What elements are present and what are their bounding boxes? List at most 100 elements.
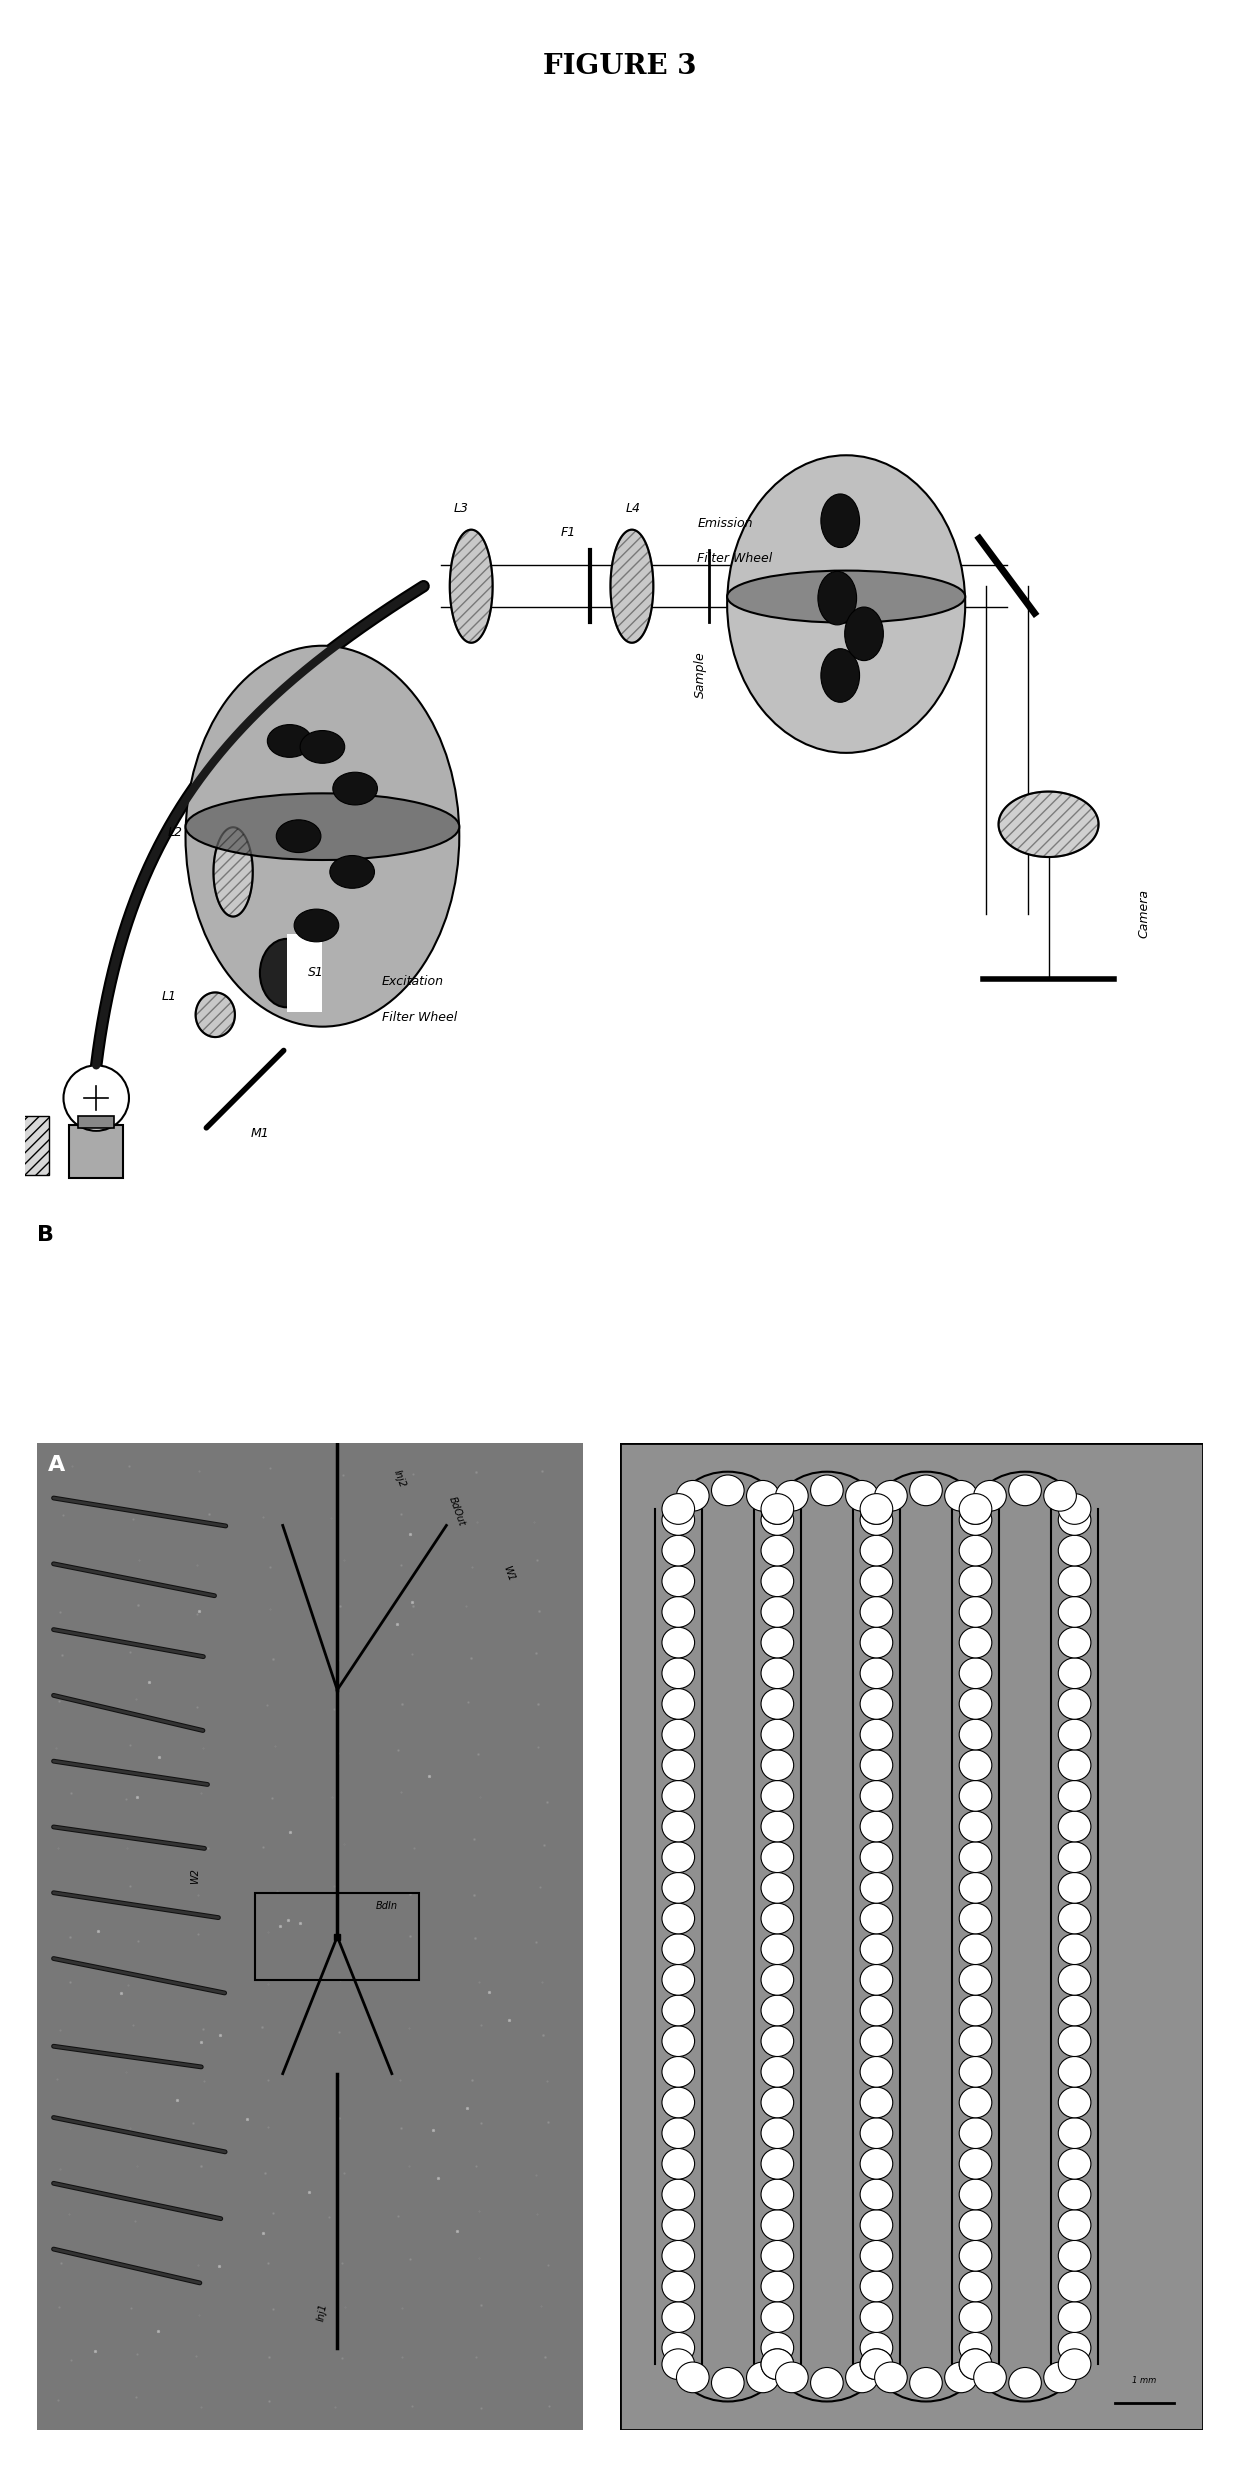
Circle shape [662,1934,694,1964]
Circle shape [960,2210,992,2240]
Circle shape [811,1475,843,1505]
Circle shape [662,2272,694,2302]
Circle shape [861,1567,893,1596]
Polygon shape [213,826,253,918]
Text: BdOut: BdOut [446,1495,466,1527]
Circle shape [910,2368,942,2398]
Circle shape [662,2349,694,2381]
Circle shape [960,1749,992,1781]
Circle shape [960,2349,992,2381]
Circle shape [960,1719,992,1749]
Circle shape [846,1480,878,1512]
Circle shape [910,1475,942,1505]
Ellipse shape [186,794,459,861]
Text: Excitation: Excitation [382,974,444,987]
Circle shape [761,1964,794,1996]
Bar [286,935,322,1011]
Circle shape [861,2331,893,2363]
Circle shape [861,2240,893,2272]
Circle shape [662,1567,694,1596]
Circle shape [761,1628,794,1658]
Circle shape [677,1480,709,1512]
Circle shape [960,1628,992,1658]
Circle shape [861,1596,893,1628]
Circle shape [1058,1996,1091,2025]
Bar [78,1115,114,1127]
Circle shape [846,2361,878,2393]
Circle shape [761,2117,794,2149]
Circle shape [662,1596,694,1628]
Text: Inj1: Inj1 [315,2302,329,2321]
Circle shape [761,1902,794,1934]
Circle shape [960,2240,992,2272]
Circle shape [1058,1493,1091,1525]
Circle shape [761,1872,794,1902]
Circle shape [662,2210,694,2240]
Circle shape [1044,2361,1076,2393]
Text: Sample: Sample [694,651,707,698]
Circle shape [662,2057,694,2087]
Ellipse shape [277,819,321,854]
Circle shape [960,2087,992,2117]
Circle shape [1058,2025,1091,2057]
Circle shape [746,2361,779,2393]
Circle shape [960,1902,992,1934]
Bar [69,1125,123,1179]
Circle shape [1058,1596,1091,1628]
Circle shape [960,2349,992,2381]
Circle shape [861,2178,893,2210]
Circle shape [960,1781,992,1811]
Circle shape [960,1872,992,1902]
Circle shape [761,1687,794,1719]
Circle shape [761,1781,794,1811]
Circle shape [973,2361,1007,2393]
Polygon shape [610,530,653,644]
Circle shape [662,1719,694,1749]
Text: Filter Wheel: Filter Wheel [382,1011,458,1024]
Circle shape [861,1658,893,1687]
Circle shape [960,1811,992,1843]
Ellipse shape [727,456,965,752]
Text: F1: F1 [560,525,575,538]
Circle shape [1058,2240,1091,2272]
Circle shape [761,1658,794,1687]
Text: M1: M1 [250,1127,270,1140]
Ellipse shape [268,725,312,757]
Circle shape [861,2349,893,2381]
Circle shape [960,1964,992,1996]
Ellipse shape [332,772,377,804]
Circle shape [1058,2057,1091,2087]
Circle shape [960,2272,992,2302]
Circle shape [861,1781,893,1811]
Circle shape [712,2368,744,2398]
Circle shape [960,1996,992,2025]
Circle shape [1058,2272,1091,2302]
Circle shape [761,1934,794,1964]
Circle shape [662,1749,694,1781]
Circle shape [960,2302,992,2331]
Circle shape [1058,2349,1091,2381]
Text: Camera: Camera [1138,888,1151,937]
Circle shape [761,1493,794,1525]
Circle shape [1058,1749,1091,1781]
Circle shape [1058,2331,1091,2363]
Circle shape [662,2149,694,2178]
Circle shape [960,1493,992,1525]
Text: Filter Wheel: Filter Wheel [697,553,773,565]
Text: S1: S1 [308,967,324,979]
Text: L4: L4 [626,501,641,516]
Polygon shape [998,792,1099,856]
Circle shape [761,2272,794,2302]
Circle shape [861,1934,893,1964]
Bar [16,1115,48,1174]
Polygon shape [450,530,492,644]
Circle shape [960,1505,992,1534]
Ellipse shape [330,856,374,888]
Circle shape [761,2087,794,2117]
Circle shape [945,2361,977,2393]
Circle shape [960,1493,992,1525]
Circle shape [960,2117,992,2149]
Circle shape [761,2349,794,2381]
Circle shape [973,1480,1007,1512]
Text: L3: L3 [454,501,469,516]
